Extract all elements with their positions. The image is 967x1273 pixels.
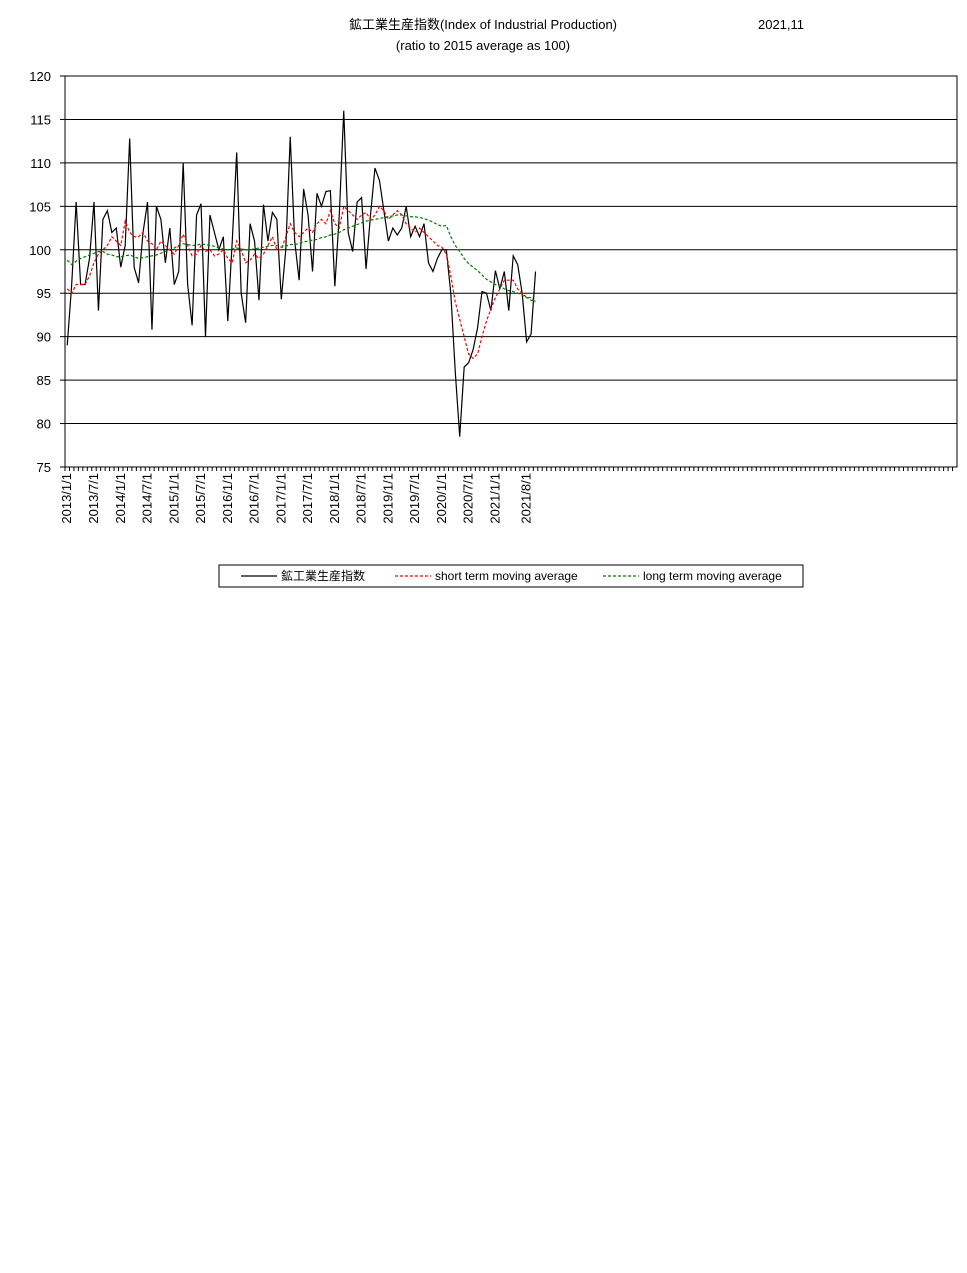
legend-label: short term moving average (435, 569, 578, 583)
x-tick-label: 2020/1/1 (434, 473, 449, 524)
y-tick-label: 115 (30, 112, 51, 127)
x-tick-label: 2014/1/1 (113, 473, 128, 524)
legend-box (218, 564, 804, 588)
series-line (66, 205, 536, 360)
legend-label: long term moving average (643, 569, 782, 583)
x-tick-label: 2021/8/1 (519, 473, 534, 524)
series-line (66, 214, 536, 303)
x-tick-label: 2018/1/1 (327, 473, 342, 524)
x-tick-label: 2017/1/1 (273, 473, 288, 524)
chart-title: 鉱工業生産指数(Index of Industrial Production) (349, 17, 617, 32)
plot-frame (64, 75, 958, 468)
y-tick-label: 90 (37, 330, 51, 345)
y-tick-label: 80 (37, 417, 51, 432)
x-tick-label: 2019/1/1 (380, 473, 395, 524)
y-tick-label: 100 (29, 243, 51, 258)
x-tick-label: 2019/7/1 (407, 473, 422, 524)
x-tick-label: 2014/7/1 (140, 473, 155, 524)
y-tick-label: 120 (29, 69, 51, 84)
y-tick-label: 85 (37, 373, 51, 388)
y-tick-label: 95 (37, 286, 51, 301)
x-tick-label: 2020/7/1 (461, 473, 476, 524)
x-tick-label: 2013/7/1 (86, 473, 101, 524)
x-tick-label: 2016/7/1 (247, 473, 262, 524)
x-tick-label: 2016/1/1 (220, 473, 235, 524)
x-tick-label: 2021/1/1 (487, 473, 502, 524)
y-tick-label: 105 (29, 199, 51, 214)
y-tick-label: 75 (37, 460, 51, 475)
x-tick-label: 2015/7/1 (193, 473, 208, 524)
date-label: 2021,11 (758, 17, 804, 32)
chart-subtitle: (ratio to 2015 average as 100) (396, 38, 570, 53)
legend-label: 鉱工業生産指数 (281, 568, 365, 583)
series-line (66, 110, 537, 437)
x-tick-label: 2013/1/1 (59, 473, 74, 524)
x-tick-label: 2015/1/1 (166, 473, 181, 524)
y-tick-label: 110 (30, 156, 51, 171)
x-tick-label: 2018/7/1 (354, 473, 369, 524)
x-tick-label: 2017/7/1 (300, 473, 315, 524)
